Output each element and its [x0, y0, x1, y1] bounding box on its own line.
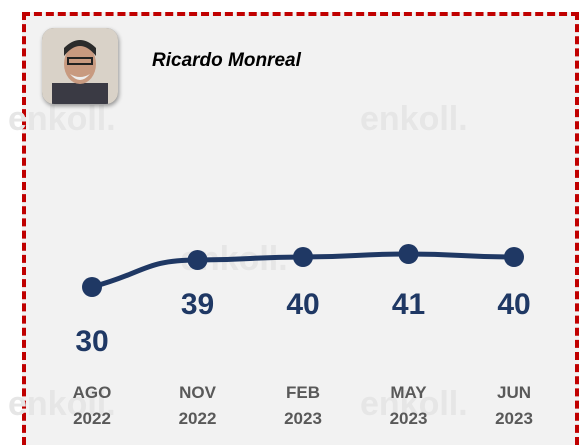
point [504, 247, 524, 267]
value-label: 41 [369, 288, 449, 322]
point [82, 277, 102, 297]
x-tick-label: FEB 2023 [278, 380, 328, 432]
value-label: 40 [263, 288, 343, 322]
value-label: 39 [158, 288, 238, 322]
value-label: 30 [52, 325, 132, 359]
point [399, 244, 419, 264]
x-tick-label: MAY 2023 [384, 380, 434, 432]
x-tick-label: NOV 2022 [173, 380, 223, 432]
value-label: 40 [474, 288, 554, 322]
chart [0, 0, 587, 445]
x-tick-label: JUN 2023 [489, 380, 539, 432]
x-tick-label: AGO 2022 [67, 380, 117, 432]
point [188, 250, 208, 270]
point [293, 247, 313, 267]
page: enkoll. enkoll. enkoll. enkoll. enkoll. … [0, 0, 587, 445]
